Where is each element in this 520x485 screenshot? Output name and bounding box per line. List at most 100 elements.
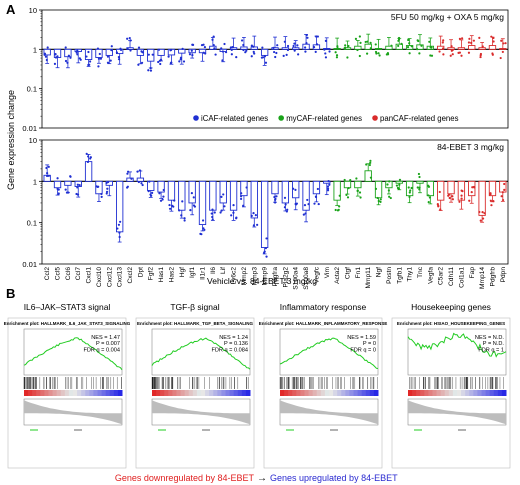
- data-point: [107, 180, 110, 184]
- x-axis-title: Vehicle vs. 84-EBET 3 mg/kg: [207, 276, 317, 286]
- data-point: [429, 54, 432, 57]
- data-point: [273, 201, 277, 204]
- ranked-metric-fill: [152, 400, 250, 425]
- data-point: [449, 54, 452, 57]
- gene-label: Col1a1: [458, 267, 465, 288]
- data-point: [467, 51, 471, 54]
- data-point: [159, 62, 162, 66]
- data-point: [53, 62, 57, 65]
- bar: [437, 180, 445, 201]
- bar: [426, 180, 434, 197]
- data-point: [221, 59, 224, 62]
- rank-gradient: [284, 390, 289, 396]
- data-point: [430, 46, 433, 49]
- data-point: [504, 42, 507, 45]
- bar: [178, 48, 186, 54]
- y-tick-label: 10: [29, 6, 37, 15]
- data-point: [315, 43, 319, 46]
- rank-gradient: [192, 390, 198, 396]
- data-point: [388, 180, 391, 183]
- gsea-stat: P = 0.007: [96, 341, 120, 347]
- rank-gradient: [412, 390, 417, 396]
- data-point: [140, 182, 143, 185]
- data-point: [117, 223, 121, 226]
- gene-label: S100a4: [293, 267, 300, 290]
- rank-gradient: [217, 390, 222, 396]
- gene-label: Tgfb1: [396, 267, 403, 284]
- rank-gradient: [288, 390, 293, 396]
- data-point: [178, 60, 181, 63]
- data-point: [481, 211, 484, 214]
- gsea-plot-title: Enrichment plot: HALLMARK_INFLAMMATORY_R…: [259, 321, 387, 326]
- rank-gradient: [48, 390, 54, 396]
- data-point: [274, 198, 277, 201]
- data-point: [242, 43, 245, 47]
- bar: [457, 47, 466, 50]
- data-point: [137, 46, 141, 49]
- data-point: [190, 49, 193, 52]
- data-point: [472, 39, 475, 42]
- gene-label: Pdpn: [500, 267, 507, 283]
- data-point: [343, 47, 346, 50]
- data-point: [343, 178, 346, 182]
- rank-gradient: [312, 390, 318, 396]
- rank-gradient: [489, 390, 495, 396]
- chart-combination-therapy: 0.01 0.1 1 10 5FU 50 mg/kg + OXA 5 mg/kg iCAF…: [22, 6, 509, 133]
- rank-gradient: [296, 390, 301, 396]
- data-point: [126, 47, 129, 50]
- data-point: [214, 53, 217, 56]
- rank-gradient: [156, 390, 161, 396]
- ranked-metric-fill: [280, 400, 378, 425]
- data-point: [230, 53, 233, 56]
- rank-gradient: [109, 390, 115, 396]
- data-point: [461, 37, 464, 40]
- data-point: [344, 44, 347, 47]
- data-point: [418, 188, 421, 191]
- data-point: [428, 40, 431, 43]
- bar: [209, 180, 217, 211]
- data-point: [502, 42, 505, 45]
- data-point: [98, 52, 101, 56]
- gsea-stat: FDR q = 0.084: [211, 347, 248, 353]
- data-point: [180, 214, 183, 217]
- data-point: [137, 180, 140, 184]
- data-point: [223, 42, 226, 46]
- data-point: [500, 39, 503, 42]
- bar: [53, 180, 62, 189]
- data-point: [326, 185, 330, 188]
- gsea-stat: FDR q = 1: [478, 347, 504, 353]
- data-point: [324, 52, 327, 55]
- data-point: [250, 214, 253, 217]
- data-point: [256, 223, 259, 226]
- rank-gradient: [292, 390, 297, 396]
- data-point: [395, 184, 399, 187]
- gene-label: Fgf2: [148, 267, 155, 281]
- rank-gradient: [237, 390, 243, 396]
- data-point: [158, 192, 161, 195]
- gsea-stat: NES = 1.47: [91, 335, 120, 341]
- gene-label: Mmp9: [262, 267, 269, 286]
- gsea-panel: IL6–JAK–STAT3 signal Enrichment plot: HAL…: [4, 302, 131, 469]
- data-point: [252, 224, 255, 227]
- bar: [312, 180, 321, 195]
- gene-label: Il1r1: [200, 267, 207, 280]
- data-point: [85, 152, 88, 155]
- y-tick-label: 0.01: [22, 124, 37, 133]
- data-point: [76, 186, 79, 189]
- data-point: [479, 54, 482, 57]
- data-point: [189, 209, 192, 212]
- data-point: [458, 51, 462, 54]
- data-point: [324, 39, 327, 42]
- data-point: [87, 63, 90, 67]
- gene-label: Vegfc: [313, 266, 320, 283]
- data-point: [100, 195, 103, 198]
- enrichment-curve: [407, 332, 507, 358]
- data-point: [283, 196, 287, 199]
- gene-label: Ccl2: [44, 267, 51, 281]
- es-plot-area: [279, 328, 379, 376]
- rank-gradient: [408, 390, 413, 396]
- data-point: [250, 55, 253, 58]
- gene-label: Mmp14: [479, 267, 486, 289]
- gsea-stat: P = N.D.: [483, 341, 505, 347]
- data-point: [264, 247, 267, 250]
